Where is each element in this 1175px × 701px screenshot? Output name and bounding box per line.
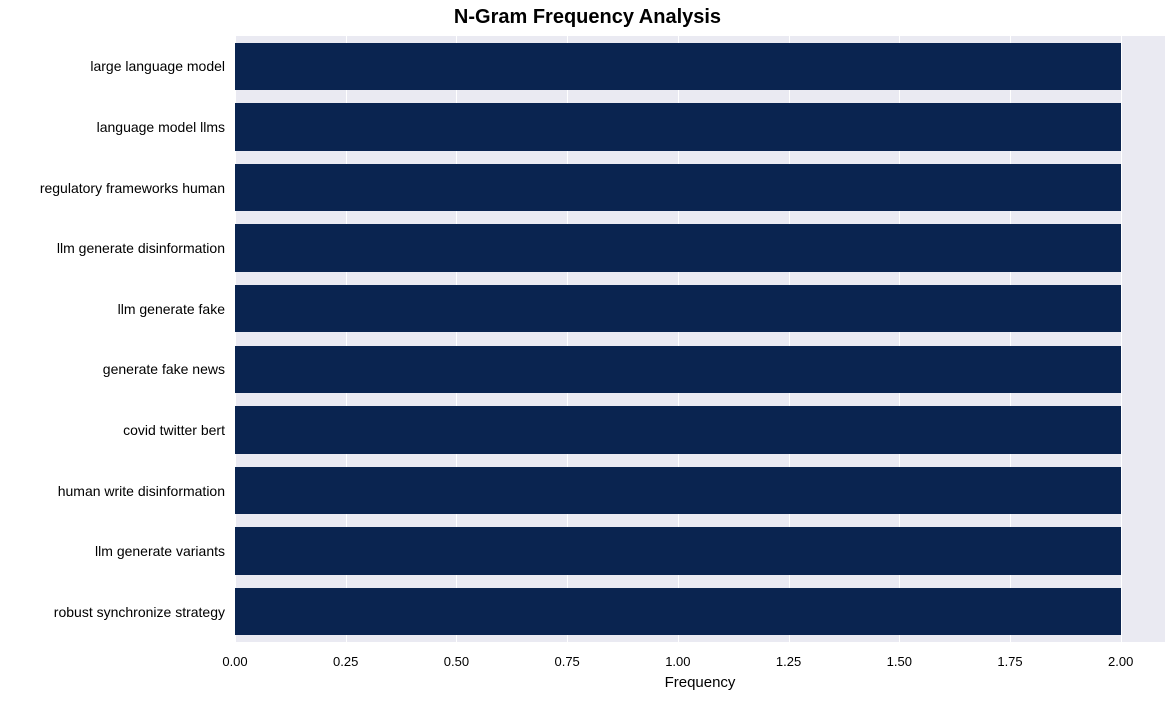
chart-title: N-Gram Frequency Analysis bbox=[0, 6, 1175, 29]
x-tick-label: 1.75 bbox=[997, 654, 1022, 669]
ngram-frequency-chart: N-Gram Frequency Analysis large language… bbox=[0, 0, 1175, 701]
bar bbox=[235, 164, 1121, 211]
x-tick-label: 0.50 bbox=[444, 654, 469, 669]
bar bbox=[235, 588, 1121, 635]
plot-area bbox=[235, 36, 1165, 642]
y-tick-label: llm generate variants bbox=[95, 543, 225, 559]
x-axis-label: Frequency bbox=[235, 674, 1165, 691]
x-axis-ticks: 0.000.250.500.751.001.251.501.752.00 bbox=[235, 642, 1165, 672]
x-tick-label: 1.25 bbox=[776, 654, 801, 669]
bars-layer bbox=[235, 36, 1165, 642]
y-tick-label: llm generate disinformation bbox=[57, 240, 225, 256]
y-tick-label: robust synchronize strategy bbox=[54, 604, 225, 620]
bar bbox=[235, 285, 1121, 332]
bar bbox=[235, 43, 1121, 90]
x-tick-label: 0.75 bbox=[554, 654, 579, 669]
x-tick-label: 1.50 bbox=[887, 654, 912, 669]
x-tick-label: 2.00 bbox=[1108, 654, 1133, 669]
bar bbox=[235, 346, 1121, 393]
x-tick-label: 1.00 bbox=[665, 654, 690, 669]
y-tick-label: regulatory frameworks human bbox=[40, 180, 225, 196]
bar bbox=[235, 224, 1121, 271]
y-tick-label: language model llms bbox=[97, 119, 225, 135]
bar bbox=[235, 527, 1121, 574]
bar bbox=[235, 467, 1121, 514]
y-tick-label: human write disinformation bbox=[58, 483, 225, 499]
y-tick-label: covid twitter bert bbox=[123, 422, 225, 438]
y-tick-label: generate fake news bbox=[103, 361, 225, 377]
bar bbox=[235, 406, 1121, 453]
x-tick-label: 0.00 bbox=[222, 654, 247, 669]
bar bbox=[235, 103, 1121, 150]
x-tick-label: 0.25 bbox=[333, 654, 358, 669]
y-tick-label: large language model bbox=[90, 58, 225, 74]
y-tick-label: llm generate fake bbox=[118, 301, 225, 317]
y-axis-labels: large language model language model llms r… bbox=[0, 36, 225, 642]
